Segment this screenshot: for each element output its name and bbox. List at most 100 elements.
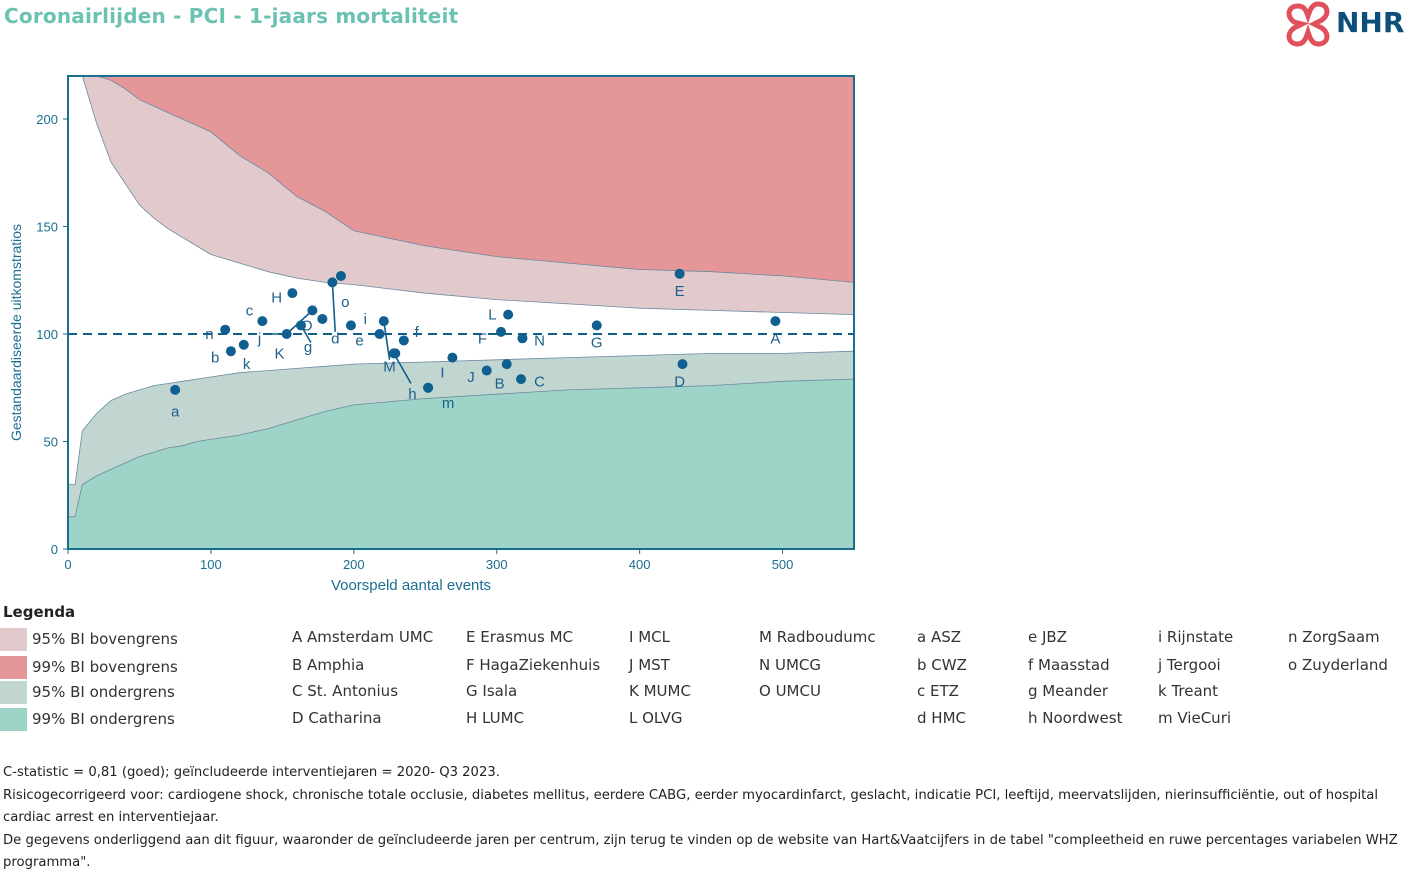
data-point-o	[335, 270, 346, 281]
legend-center-item: I MCL	[629, 628, 670, 646]
y-tick-label: 0	[51, 542, 58, 557]
band-line-99-upper	[68, 75, 855, 283]
cross-logo-icon	[1286, 1, 1330, 47]
point-label-i: i	[364, 311, 367, 328]
legend-center-item: a ASZ	[917, 628, 962, 646]
legend-band-label: 95% BI ondergrens	[32, 683, 175, 701]
data-point-k	[238, 339, 249, 350]
y-tick-label: 50	[44, 435, 58, 450]
point-label-A: A	[770, 330, 780, 347]
legend-center-item: h Noordwest	[1028, 709, 1123, 727]
x-tick-label: 100	[200, 557, 222, 572]
point-label-c: c	[246, 302, 254, 319]
data-point-B	[501, 359, 512, 370]
data-point-j	[307, 305, 318, 316]
legend-band-row: 99% BI bovengrens	[0, 655, 178, 679]
point-labels: A B C D E F G H I J K L M N Oa b c d e f g h i jk m n o	[171, 283, 780, 420]
data-point-b	[225, 346, 236, 357]
point-label-j: j	[257, 330, 261, 347]
funnel-chart: 0 100 200 300 400 500 0 50 100 150 200 A B C D E F G H I J K…	[8, 75, 855, 594]
legend-center-item: n ZorgSaam	[1288, 628, 1380, 646]
legend-center-item: m VieCuri	[1158, 709, 1232, 727]
data-points	[170, 268, 781, 395]
data-point-G	[591, 320, 602, 331]
data-point-C	[516, 374, 527, 385]
plot-frame	[67, 75, 855, 550]
y-tick-label: 150	[36, 220, 58, 235]
y-tick-label: 100	[36, 327, 58, 342]
legend-center-item: J MST	[629, 656, 670, 674]
data-point-A	[770, 316, 781, 327]
legend-center-item: O UMCU	[759, 682, 821, 700]
footnote-cstat: C-statistic = 0,81 (goed); geïncludeerde…	[3, 765, 500, 780]
legend-swatch	[0, 707, 27, 731]
legend-swatch	[0, 655, 27, 679]
leader-line	[383, 320, 391, 360]
point-label-J: J	[467, 369, 475, 386]
data-point-e	[345, 320, 356, 331]
confidence-bands	[68, 75, 855, 549]
point-label-m: m	[442, 395, 455, 412]
legend-swatch	[0, 680, 27, 704]
legend-center-item: L OLVG	[629, 709, 683, 727]
point-label-L: L	[488, 307, 496, 324]
data-point-a	[170, 384, 181, 395]
point-label-e: e	[355, 332, 363, 349]
point-label-a: a	[171, 403, 180, 420]
point-label-h: h	[408, 386, 416, 403]
legend-center-item: f Maasstad	[1028, 656, 1110, 674]
band-95-upper	[68, 76, 854, 315]
point-label-f: f	[415, 324, 420, 341]
leader-line	[393, 352, 412, 384]
data-point-I	[447, 352, 458, 363]
data-point	[390, 348, 401, 359]
data-point	[378, 316, 389, 327]
legend-band-row: 95% BI bovengrens	[0, 627, 178, 651]
data-point-c	[257, 316, 268, 327]
legend-band-label: 99% BI bovengrens	[32, 658, 178, 676]
y-tick-label: 200	[36, 112, 58, 127]
data-point-E	[674, 268, 685, 279]
point-label-N: N	[534, 332, 545, 349]
band-line-95-lower	[68, 350, 855, 485]
footnote-risk: Risicogecorrigeerd voor: cardiogene shoc…	[3, 787, 1379, 826]
legend-swatch	[0, 627, 27, 651]
point-label-k: k	[243, 356, 251, 373]
data-point-m	[423, 382, 434, 393]
legend-center-item: k Treant	[1158, 682, 1219, 700]
x-tick-label: 400	[629, 557, 651, 572]
legend-center-item: E Erasmus MC	[466, 628, 574, 646]
point-label-F: F	[478, 330, 487, 347]
data-point-K	[281, 329, 292, 339]
logo-text: NHR	[1336, 6, 1405, 39]
point-label-G: G	[591, 335, 603, 352]
data-point-i	[374, 329, 385, 339]
x-tick-label: 0	[64, 557, 71, 572]
legend-center-item: G Isala	[466, 682, 518, 700]
point-label-H: H	[271, 289, 282, 306]
data-point-L	[503, 309, 514, 320]
point-label-b: b	[211, 350, 219, 367]
legend-center-item: H LUMC	[466, 709, 525, 727]
point-label-D: D	[674, 373, 685, 390]
band-99-lower	[68, 379, 854, 549]
point-label-I: I	[440, 365, 444, 382]
point-label-g: g	[304, 339, 312, 356]
data-point-J	[481, 365, 492, 376]
footnotes: C-statistic = 0,81 (goed); geïncludeerde…	[3, 762, 1408, 875]
legend-center-item: B Amphia	[292, 656, 365, 674]
data-point-F	[496, 326, 507, 337]
data-point-O	[295, 320, 306, 331]
legend-center-item: N UMCG	[759, 656, 822, 674]
point-label-M: M	[383, 358, 396, 375]
band-line-99-lower	[68, 378, 855, 518]
data-point-n	[220, 324, 231, 335]
point-label-E: E	[675, 283, 685, 300]
band-95-lower	[68, 351, 854, 517]
legend-center-item: g Meander	[1028, 682, 1109, 700]
legend-center-item: A Amsterdam UMC	[292, 628, 434, 646]
legend-center-item: j Tergooi	[1158, 656, 1221, 674]
legend-band-label: 99% BI ondergrens	[32, 710, 175, 728]
x-tick-label: 300	[486, 557, 508, 572]
leader-line	[331, 282, 337, 332]
